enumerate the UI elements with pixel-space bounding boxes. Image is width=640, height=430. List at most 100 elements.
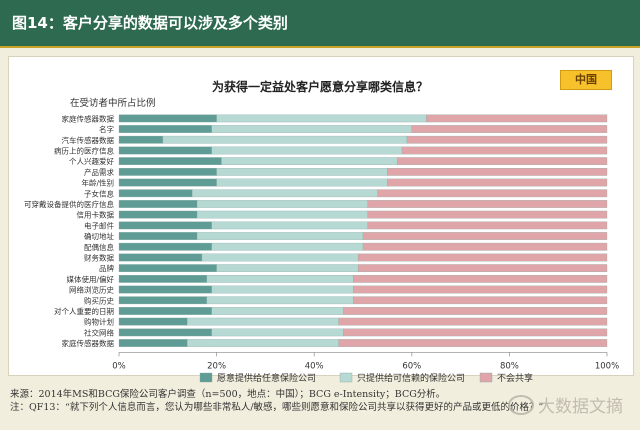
bar-segment [118, 167, 217, 176]
bar-segment [377, 189, 608, 198]
bar-segment [118, 200, 198, 208]
category-label: 购物计划 [84, 317, 114, 327]
x-tick-label: 0% [112, 361, 126, 371]
category-label: 社交网络 [84, 327, 114, 337]
bar-segment [118, 114, 217, 123]
bar-segment [343, 307, 608, 315]
bar-segment [211, 221, 369, 230]
bar-segment [206, 274, 354, 283]
bar-segment [367, 221, 608, 230]
legend-label: 不会共享 [497, 372, 533, 384]
watermark-text: 大数据文摘 [538, 397, 623, 417]
category-label: 家庭传感器数据 [62, 113, 115, 123]
bar-segment [118, 317, 188, 326]
category-label: 个人兴趣爱好 [69, 156, 114, 166]
category-label: 购买历史 [84, 295, 114, 305]
bar-segment [118, 135, 164, 144]
bar-segment [216, 178, 388, 187]
y-axis-label: 在受访者中所占比例 [70, 97, 156, 109]
bar-segment [118, 125, 212, 133]
x-tick-label: 80% [500, 361, 519, 371]
category-label: 产品需求 [84, 167, 114, 177]
category-label: 信用卡数据 [77, 210, 115, 220]
bar-segment [401, 146, 608, 155]
bar-segment [387, 178, 608, 187]
question-note: 注：QF13：“就下列个人信息而言，您认为哪些非常私人/敏感，哪些则愿意和保险公… [10, 402, 544, 413]
bar-segment [118, 146, 212, 155]
bar-segment [387, 167, 608, 176]
figure-title: 图14：客户分享的数据可以涉及多个类别 [12, 14, 288, 32]
bar-segment [162, 135, 408, 144]
bar-segment [357, 253, 608, 262]
bar-segment [221, 157, 398, 165]
legend-label: 愿意提供给任意保险公司 [217, 372, 316, 384]
bar-segment [201, 253, 359, 262]
bar-segment [367, 200, 608, 208]
x-tick-label: 100% [595, 361, 619, 371]
bar-segment [118, 253, 203, 262]
bar-segment [338, 317, 608, 326]
bar-segment [353, 285, 608, 294]
bar-segment [411, 125, 608, 133]
bar-segment [118, 328, 212, 337]
bar-segment [216, 114, 427, 123]
bar-segment [118, 339, 188, 347]
category-label: 确切地址 [84, 231, 114, 241]
bar-segment [353, 296, 608, 305]
bar-segment [206, 296, 354, 305]
bar-segment [216, 264, 359, 273]
bar-segment [343, 328, 608, 337]
legend-swatch [339, 372, 353, 383]
category-label: 名字 [99, 124, 114, 134]
bar-segment [118, 242, 212, 251]
category-label: 对个人重要的日期 [54, 306, 114, 316]
header-bar: 图14：客户分享的数据可以涉及多个类别 [0, 0, 640, 48]
bar-segment [211, 125, 412, 133]
category-label: 年龄/性别 [81, 178, 114, 188]
bar-segment [216, 167, 388, 176]
bar-segment [118, 296, 207, 305]
bar-segment [118, 189, 193, 198]
source-note: 来源：2014年MS和BCG保险公司客户调查（n=500，地点：中国）；BCG … [10, 389, 446, 400]
region-tag: 中国 [560, 70, 612, 90]
bar-segment [118, 232, 198, 240]
category-label: 病历上的医疗信息 [54, 145, 114, 155]
chart-title: 为获得一定益处客户愿意分享哪类信息？ [212, 79, 428, 94]
bar-segment [211, 307, 344, 315]
category-label: 子女信息 [84, 188, 114, 198]
category-label: 网络浏览历史 [69, 285, 114, 295]
bar-segment [196, 210, 369, 219]
bar-segment [187, 339, 339, 347]
bar-segment [357, 264, 608, 273]
bar-segment [118, 264, 217, 273]
bar-segment [196, 232, 364, 240]
category-label: 家庭传感器数据 [62, 338, 115, 348]
legend-swatch [199, 372, 213, 383]
speech-bubble-icon [508, 395, 534, 415]
bar-segment [192, 189, 378, 198]
bar-segment [367, 210, 608, 219]
category-label: 媒体使用/偏好 [66, 274, 114, 284]
category-label: 可穿戴设备提供的医疗信息 [24, 199, 114, 209]
x-tick-label: 40% [305, 361, 324, 371]
bar-segment [353, 274, 608, 283]
bar-segment [211, 285, 354, 294]
bar-segment [118, 221, 212, 230]
bar-segment [397, 157, 608, 165]
bar-segment [362, 242, 608, 251]
bar-segment [211, 146, 403, 155]
footer: 来源：2014年MS和BCG保险公司客户调查（n=500，地点：中国）；BCG … [10, 388, 544, 414]
bar-segment [362, 232, 608, 240]
watermark: 大数据文摘 [508, 392, 623, 417]
x-tick-label: 20% [207, 361, 226, 371]
bar-segment [118, 157, 222, 165]
legend-label: 只提供给可信赖的保险公司 [357, 372, 465, 384]
bar-segment [211, 328, 344, 337]
bar-segment [426, 114, 608, 123]
legend-swatch [479, 372, 493, 383]
bar-segment [187, 317, 339, 326]
category-label: 配偶信息 [84, 242, 114, 252]
bar-segment [338, 339, 608, 347]
bar-segment [118, 285, 212, 294]
